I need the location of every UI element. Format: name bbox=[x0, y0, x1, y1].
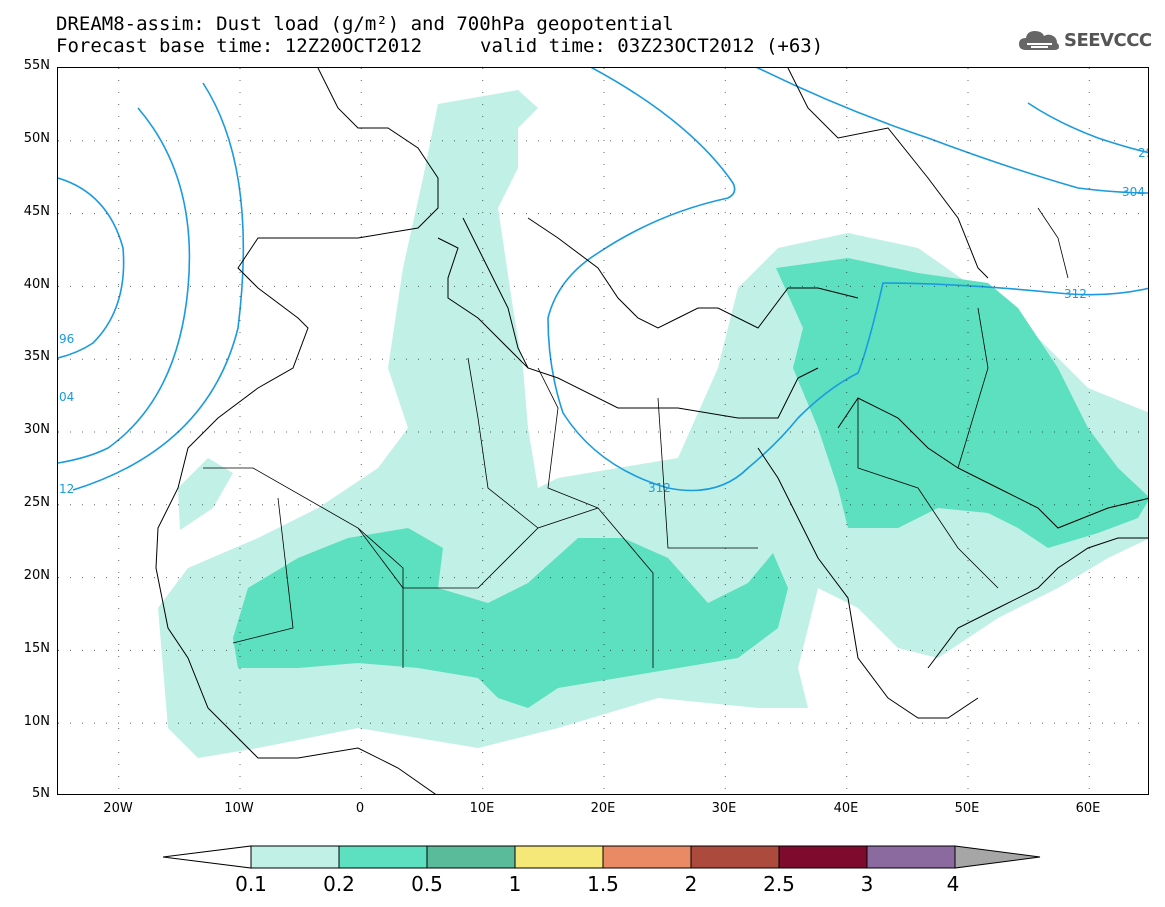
colorbar-label: 0.1 bbox=[235, 872, 267, 896]
colorbar-segment bbox=[690, 845, 780, 869]
contour-label: 29 bbox=[1138, 146, 1149, 160]
colorbar-segment bbox=[778, 845, 868, 869]
lat-label: 55N bbox=[23, 58, 50, 73]
colorbar-segment bbox=[602, 845, 692, 869]
colorbar-segment bbox=[426, 845, 516, 869]
lat-label: 35N bbox=[23, 349, 50, 364]
logo-text: SEEVCCC bbox=[1064, 29, 1152, 51]
colorbar-label: 1.5 bbox=[587, 872, 619, 896]
colorbar-label: 4 bbox=[946, 872, 960, 896]
lon-label: 40E bbox=[833, 801, 859, 816]
colorbar-segment bbox=[866, 845, 956, 869]
contour-label: 304 bbox=[1122, 185, 1145, 199]
colorbar-label: 0.5 bbox=[411, 872, 443, 896]
colorbar-label: 1 bbox=[508, 872, 522, 896]
contour-label: 04 bbox=[59, 390, 74, 404]
colorbar-segment bbox=[250, 845, 340, 869]
contour-label: 96 bbox=[59, 332, 74, 346]
lon-label: 10E bbox=[469, 801, 495, 816]
map-svg: 96 04 12 312 312 304 29 bbox=[58, 68, 1149, 794]
dust-shading-medium bbox=[233, 258, 1148, 708]
lat-label: 20N bbox=[23, 568, 50, 583]
lat-label: 5N bbox=[32, 786, 50, 801]
seevccc-logo: SEEVCCC bbox=[1018, 26, 1152, 54]
lon-label: 50E bbox=[954, 801, 980, 816]
colorbar-under-triangle bbox=[163, 845, 252, 869]
lat-label: 25N bbox=[23, 495, 50, 510]
lat-label: 10N bbox=[23, 714, 50, 729]
lon-label: 60E bbox=[1075, 801, 1101, 816]
colorbar-segment bbox=[514, 845, 604, 869]
lon-label: 10W bbox=[224, 801, 254, 816]
cloud-icon bbox=[1019, 31, 1059, 50]
lat-label: 50N bbox=[23, 131, 50, 146]
colorbar-segment bbox=[338, 845, 428, 869]
base-time: Forecast base time: 12Z20OCT2012 bbox=[56, 35, 423, 57]
lat-label: 30N bbox=[23, 422, 50, 437]
geopotential-contours bbox=[58, 68, 1148, 492]
coastlines bbox=[155, 68, 1148, 794]
colorbar bbox=[163, 845, 1041, 869]
lat-label: 45N bbox=[23, 204, 50, 219]
colorbar-label: 2.5 bbox=[763, 872, 795, 896]
map-area: 96 04 12 312 312 304 29 bbox=[57, 67, 1149, 795]
contour-label: 312 bbox=[1064, 287, 1087, 301]
valid-time: valid time: 03Z23OCT2012 (+63) bbox=[480, 35, 824, 57]
contour-labels: 96 04 12 312 312 304 29 bbox=[59, 146, 1149, 496]
contour-label: 12 bbox=[59, 482, 74, 496]
lon-label: 20E bbox=[590, 801, 616, 816]
lat-label: 40N bbox=[23, 277, 50, 292]
map-title: DREAM8-assim: Dust load (g/m²) and 700hP… bbox=[56, 13, 674, 35]
lat-label: 15N bbox=[23, 641, 50, 656]
colorbar-label: 2 bbox=[684, 872, 698, 896]
forecast-times: Forecast base time: 12Z20OCT2012 valid ti… bbox=[56, 35, 823, 57]
lon-label: 0 bbox=[355, 801, 365, 816]
lon-label: 20W bbox=[103, 801, 133, 816]
lon-label: 30E bbox=[711, 801, 737, 816]
colorbar-label: 0.2 bbox=[323, 872, 355, 896]
colorbar-label: 3 bbox=[860, 872, 874, 896]
contour-label: 312 bbox=[648, 481, 671, 495]
colorbar-over-triangle bbox=[954, 845, 1041, 869]
